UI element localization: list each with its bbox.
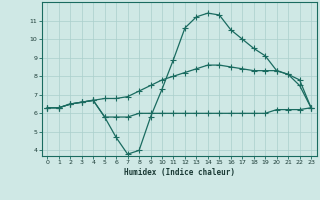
X-axis label: Humidex (Indice chaleur): Humidex (Indice chaleur) — [124, 168, 235, 177]
